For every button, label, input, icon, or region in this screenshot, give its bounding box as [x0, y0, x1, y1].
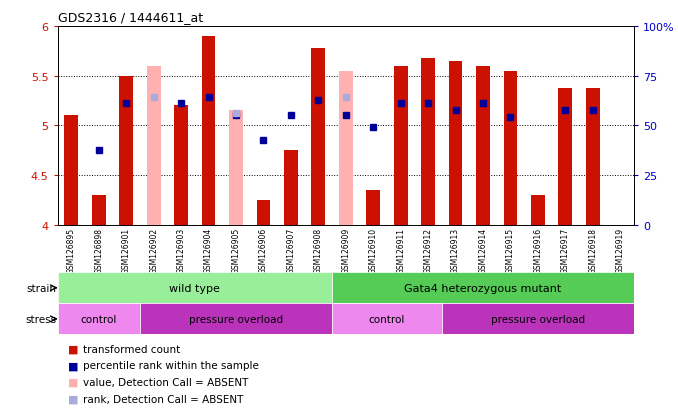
- Text: value, Detection Call = ABSENT: value, Detection Call = ABSENT: [83, 377, 248, 387]
- Text: GSM126898: GSM126898: [94, 228, 103, 273]
- Bar: [92, 195, 106, 225]
- Text: GSM126912: GSM126912: [424, 228, 433, 273]
- Bar: [229, 111, 243, 225]
- Text: GSM126911: GSM126911: [396, 228, 405, 273]
- Bar: [119, 76, 133, 225]
- Bar: [421, 59, 435, 225]
- Text: GSM126913: GSM126913: [451, 228, 460, 273]
- Text: GSM126918: GSM126918: [589, 228, 597, 273]
- Text: GDS2316 / 1444611_at: GDS2316 / 1444611_at: [58, 11, 203, 24]
- Bar: [531, 195, 544, 225]
- Text: GSM126909: GSM126909: [341, 228, 351, 273]
- Text: GSM126917: GSM126917: [561, 228, 570, 273]
- Bar: [202, 37, 216, 225]
- Bar: [58, 273, 332, 304]
- Text: GSM126895: GSM126895: [67, 228, 76, 273]
- Text: GSM126902: GSM126902: [149, 228, 158, 273]
- Bar: [586, 88, 599, 225]
- Bar: [449, 62, 462, 225]
- Text: strain: strain: [26, 283, 56, 293]
- Bar: [476, 66, 490, 225]
- Bar: [332, 304, 442, 335]
- Bar: [311, 49, 325, 225]
- Text: GSM126905: GSM126905: [231, 228, 241, 273]
- Text: ■: ■: [68, 377, 78, 387]
- Bar: [256, 200, 271, 225]
- Text: ■: ■: [68, 344, 78, 354]
- Bar: [366, 190, 380, 225]
- Text: GSM126914: GSM126914: [479, 228, 487, 273]
- Bar: [504, 71, 517, 225]
- Bar: [147, 66, 161, 225]
- Text: transformed count: transformed count: [83, 344, 180, 354]
- Bar: [140, 304, 332, 335]
- Bar: [64, 116, 78, 225]
- Bar: [58, 304, 140, 335]
- Text: wild type: wild type: [170, 283, 220, 293]
- Text: percentile rank within the sample: percentile rank within the sample: [83, 361, 258, 370]
- Text: pressure overload: pressure overload: [491, 314, 585, 324]
- Bar: [339, 71, 353, 225]
- Text: stress: stress: [25, 314, 56, 324]
- Bar: [284, 151, 298, 225]
- Text: GSM126904: GSM126904: [204, 228, 213, 273]
- Bar: [559, 88, 572, 225]
- Text: GSM126903: GSM126903: [177, 228, 186, 273]
- Bar: [174, 106, 188, 225]
- Text: GSM126916: GSM126916: [534, 228, 542, 273]
- Text: GSM126906: GSM126906: [259, 228, 268, 273]
- Text: rank, Detection Call = ABSENT: rank, Detection Call = ABSENT: [83, 394, 243, 404]
- Bar: [442, 304, 634, 335]
- Text: pressure overload: pressure overload: [189, 314, 283, 324]
- Text: GSM126910: GSM126910: [369, 228, 378, 273]
- Text: control: control: [369, 314, 405, 324]
- Bar: [332, 273, 634, 304]
- Text: GSM126901: GSM126901: [122, 228, 131, 273]
- Text: GSM126919: GSM126919: [616, 228, 624, 273]
- Text: ■: ■: [68, 361, 78, 370]
- Text: GSM126908: GSM126908: [314, 228, 323, 273]
- Text: GSM126915: GSM126915: [506, 228, 515, 273]
- Bar: [394, 66, 407, 225]
- Text: Gata4 heterozygous mutant: Gata4 heterozygous mutant: [404, 283, 561, 293]
- Text: GSM126907: GSM126907: [286, 228, 296, 273]
- Text: control: control: [81, 314, 117, 324]
- Text: ■: ■: [68, 394, 78, 404]
